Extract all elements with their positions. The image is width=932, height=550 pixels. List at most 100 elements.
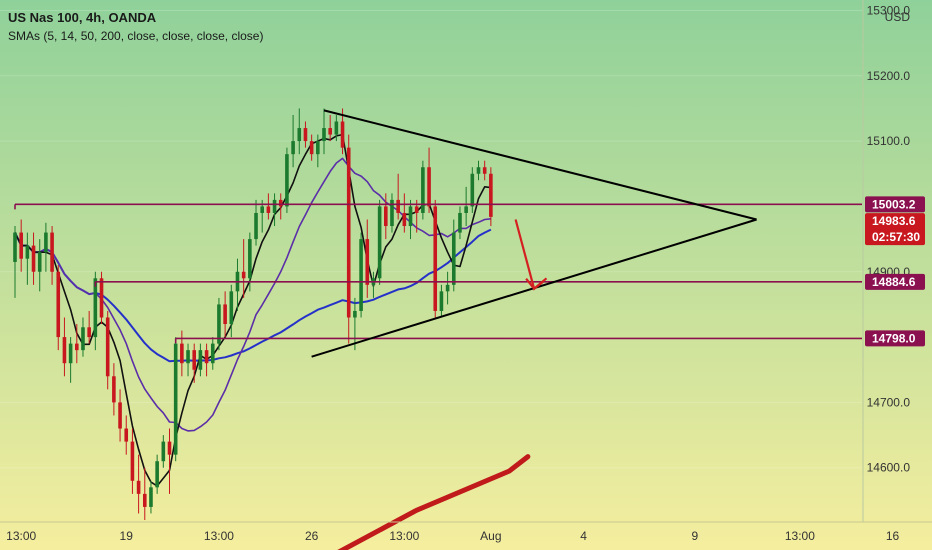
candle [464,186,468,227]
time-tick-label: 9 [691,529,698,543]
candle [297,108,302,155]
candle-body [31,245,36,272]
candle [173,337,178,462]
symbol-title: US Nas 100, 4h, OANDA [8,10,157,25]
candle-body [278,199,283,207]
candle [421,160,425,220]
candle-body [37,252,42,272]
currency-label: USD [885,10,911,24]
candle-body [402,212,407,227]
candle-body [124,428,129,442]
candle [458,206,462,240]
candle [303,121,308,148]
candle [260,199,264,233]
candle-body [204,350,209,364]
last-price-countdown: 02:57:30 [872,230,920,244]
candle [272,193,277,227]
arrow-head [525,278,544,291]
time-tick-label: 19 [120,529,134,543]
candle-body [390,199,394,227]
time-axis[interactable]: 13:00 19 13:00 26 13:00 Aug 4 9 13:00 16 [6,529,899,543]
candle [353,297,357,351]
candle [204,343,209,377]
horizontal-levels[interactable] [14,203,862,344]
price-tick-label: 15100.0 [867,134,911,148]
candle [81,317,85,357]
candle-body [173,343,178,455]
candle [136,454,141,514]
candle [87,310,91,344]
candle-body [56,271,61,338]
candle [13,226,17,298]
candle [427,147,431,213]
last-price-value: 14983.6 [872,214,916,228]
candle-body [44,232,48,253]
candle [75,324,79,364]
grid [0,9,862,469]
price-tick-label: 15200.0 [867,69,911,83]
candle-body [223,304,227,325]
candle-body [421,167,425,213]
candle [155,454,159,494]
triangle-upper-line[interactable] [323,109,757,221]
time-tick-label: 13:00 [785,529,815,543]
candle [19,219,23,272]
candle [396,173,400,220]
candle-body [217,304,221,344]
candle [210,337,215,370]
drawings[interactable] [311,109,757,358]
candle [384,193,388,240]
candle [445,271,450,305]
candle [482,160,487,181]
candle-body [167,441,172,455]
candle-body [118,402,122,429]
candle-body [489,173,493,217]
price-tick-label: 14600.0 [867,461,911,475]
candle [229,284,234,338]
candle-body [365,239,370,285]
level-tag-box [865,273,925,290]
candle [167,428,172,494]
candle [105,310,110,390]
candle-body [396,199,400,213]
candle [142,467,147,520]
level-tag: 15003.2 [865,196,925,213]
candle-body [155,461,159,488]
candle [266,193,271,220]
candle [149,480,153,514]
candle [439,284,444,318]
candle-body [87,327,91,338]
price-tick-label: 14700.0 [867,395,911,409]
candle [31,232,36,285]
level-tag: 14798.0 [865,330,925,347]
level-tag-text: 14798.0 [872,331,916,345]
candle-body [25,245,30,259]
time-tick-label: 4 [580,529,587,543]
candle-body [291,141,295,155]
candle [316,134,320,168]
candle-body [309,141,314,155]
candle-body [464,206,468,213]
candle [241,239,246,298]
time-tick-label: 13:00 [389,529,419,543]
candle [50,226,54,285]
candle [489,167,493,227]
candle [328,114,332,142]
candle-body [180,343,184,364]
candle [470,167,475,213]
candle [285,147,289,213]
price-axis[interactable]: 15300.015200.015100.014900.014700.014600… [867,3,911,474]
candle-body [303,128,308,142]
candle [365,219,370,298]
time-tick-label: 13:00 [204,529,234,543]
candle [223,291,227,338]
candle-body [192,350,197,370]
candle-body [334,121,339,135]
candle [476,160,481,181]
candle [118,389,122,442]
candle-body [285,154,289,207]
last-price-tag: 14983.6 02:57:30 [865,213,925,246]
